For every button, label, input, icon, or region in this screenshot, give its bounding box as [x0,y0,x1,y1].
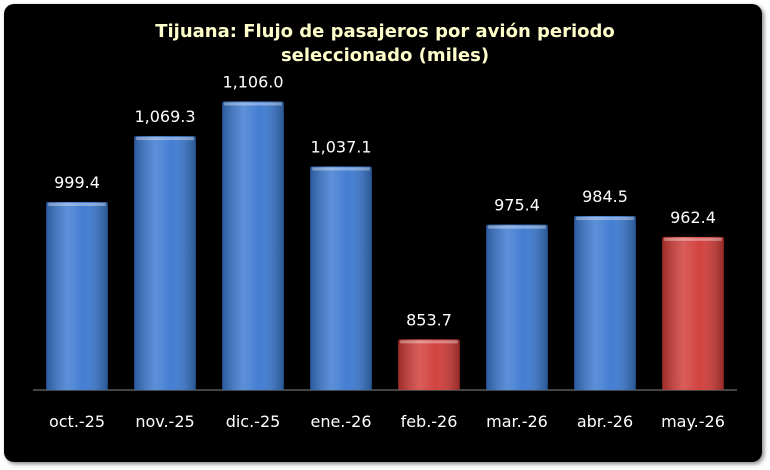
chart-title: Tijuana: Flujo de pasajeros por avión pe… [155,21,615,66]
value-label: 975.4 [494,196,540,215]
x-tick-label: ene.-26 [310,412,371,431]
bar [310,166,372,390]
bar [662,236,724,390]
value-label: 984.5 [582,187,628,206]
bar [222,101,284,390]
value-label: 853.7 [406,310,452,329]
x-tick-label: feb.-26 [401,412,458,431]
value-label: 1,106.0 [222,72,283,91]
bar [398,339,460,390]
value-label: 1,037.1 [310,137,371,156]
bar [46,201,108,390]
bar [486,224,548,390]
x-tick-label: mar.-26 [486,412,548,431]
value-label: 1,069.3 [134,107,195,126]
value-label: 962.4 [670,208,716,227]
x-tick-label: oct.-25 [49,412,105,431]
x-tick-label: nov.-25 [135,412,194,431]
x-tick-label: abr.-26 [577,412,633,431]
x-tick-label: may.-26 [661,412,725,431]
bar [574,216,636,390]
x-tick-label: dic.-25 [226,412,281,431]
value-label: 999.4 [54,173,100,192]
bar [134,136,196,390]
